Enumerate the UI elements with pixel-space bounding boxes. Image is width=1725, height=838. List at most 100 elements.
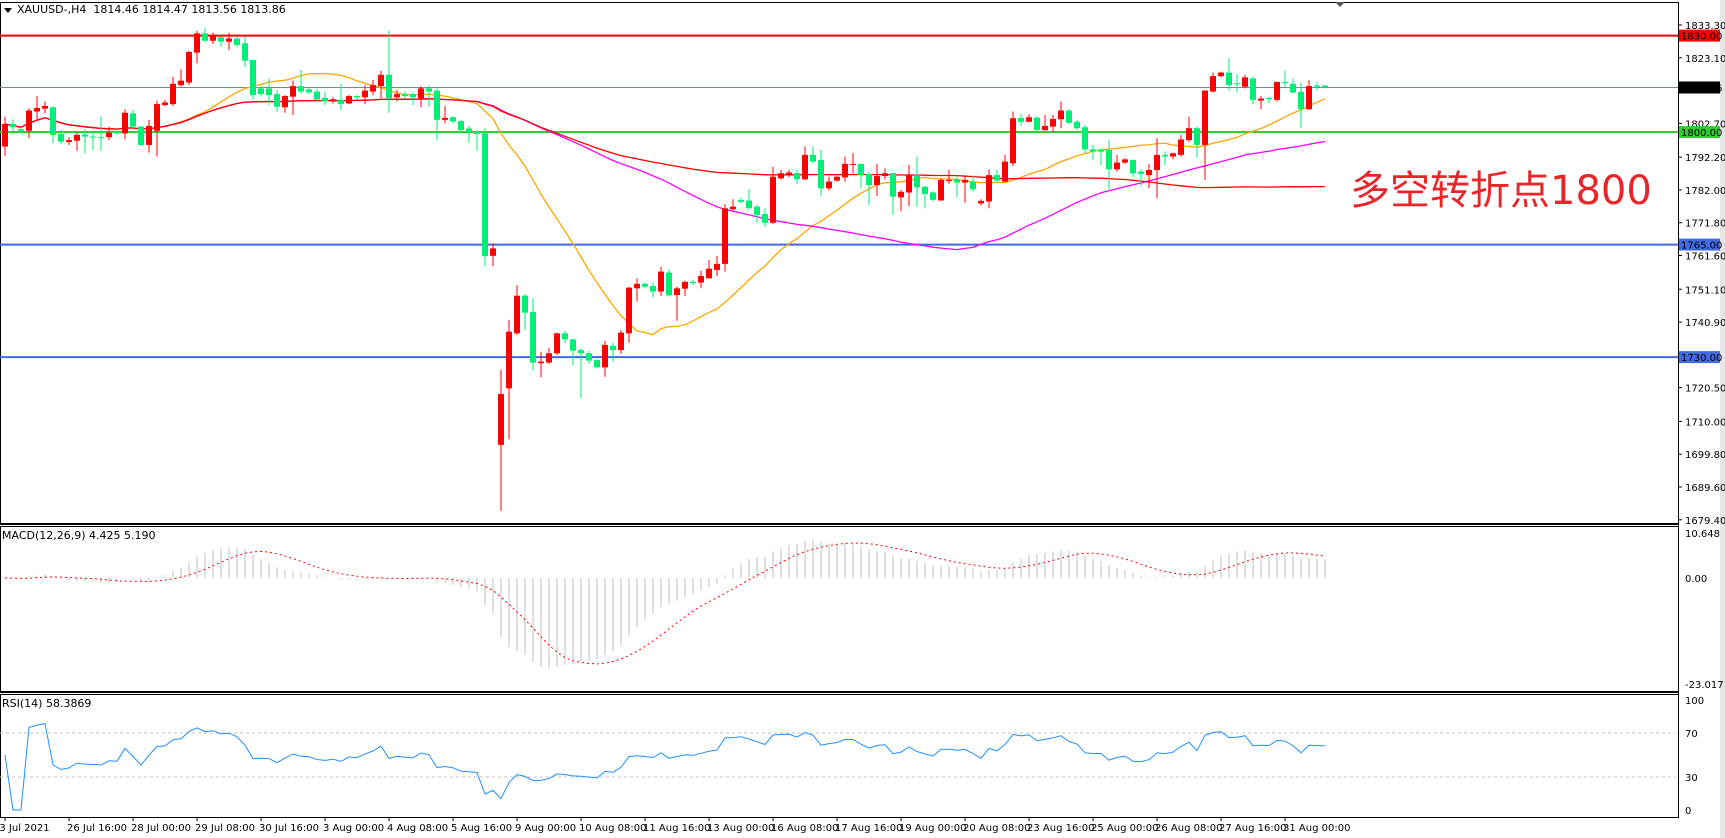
candle-down — [642, 283, 648, 287]
candle-down — [522, 295, 528, 313]
candle-up — [490, 248, 496, 256]
candle-down — [1090, 149, 1096, 152]
ma-slow-line — [4, 98, 1325, 189]
candle-down — [914, 175, 920, 188]
candle-up — [42, 106, 48, 109]
candle-down — [50, 107, 56, 135]
candle-up — [1258, 98, 1264, 101]
candle-down — [322, 97, 328, 102]
candle-up — [362, 90, 368, 98]
candle-up — [906, 175, 912, 193]
candle-up — [210, 35, 216, 41]
macd-tick-label: 0.00 — [1685, 574, 1707, 585]
candle-down — [690, 281, 696, 284]
candle-up — [626, 287, 632, 334]
candle-down — [1098, 150, 1104, 152]
candle-up — [1114, 162, 1120, 170]
candle-down — [890, 173, 896, 197]
time-tick-label: 26 Jul 16:00 — [67, 823, 127, 834]
time-tick-label: 26 Aug 08:00 — [1155, 823, 1222, 834]
candle-up — [498, 394, 504, 445]
candle-up — [1274, 81, 1280, 100]
time-tick-label: 28 Jul 00:00 — [131, 823, 191, 834]
candle-down — [1074, 121, 1080, 129]
candle-down — [818, 160, 824, 189]
candle-up — [546, 353, 552, 363]
candle-up — [778, 173, 784, 179]
time-tick-label: 13 Aug 00:00 — [707, 823, 774, 834]
time-tick-label: 29 Jul 08:00 — [195, 823, 255, 834]
candle-down — [482, 133, 488, 257]
candle-down — [570, 339, 576, 351]
candle-down — [562, 333, 568, 340]
candle-down — [666, 272, 672, 296]
candle-down — [242, 43, 248, 61]
candle-up — [962, 179, 968, 183]
time-tick-label: 4 Aug 08:00 — [387, 823, 448, 834]
candle-down — [386, 74, 392, 99]
bid-label: 1813.86 — [1681, 83, 1722, 94]
candle-down — [1250, 78, 1256, 100]
candle-down — [810, 154, 816, 162]
candle-down — [114, 131, 120, 134]
chart-shift-marker-icon — [1335, 2, 1345, 7]
candle-down — [610, 345, 616, 351]
candle-down — [586, 353, 592, 361]
dropdown-triangle-icon[interactable] — [4, 7, 12, 13]
candle-up — [290, 86, 296, 97]
candle-up — [882, 173, 888, 177]
candle-down — [314, 91, 320, 100]
candle-down — [866, 173, 872, 186]
level-label: 1765.00 — [1681, 241, 1722, 252]
price-tick-label: 1710.00 — [1685, 417, 1725, 428]
candle-down — [58, 133, 64, 142]
candle-down — [1314, 85, 1320, 87]
candle-down — [1226, 72, 1232, 86]
candle-down — [578, 350, 584, 354]
rsi-label: RSI(14) 58.3869 — [2, 697, 92, 710]
candle-up — [826, 181, 832, 189]
candle-up — [2, 124, 8, 147]
candle-up — [842, 163, 848, 178]
pane-frame-2 — [0, 694, 1679, 818]
candle-up — [1242, 77, 1248, 87]
candle-up — [122, 112, 128, 134]
candle-down — [258, 88, 264, 95]
candle-up — [178, 80, 184, 86]
candle-up — [1042, 125, 1048, 131]
level-label: 1800.00 — [1681, 128, 1722, 139]
candle-down — [954, 179, 960, 183]
candle-down — [530, 312, 536, 363]
candle-down — [10, 124, 16, 128]
candle-up — [74, 134, 80, 141]
candle-down — [970, 181, 976, 190]
price-tick-label: 1782.00 — [1685, 186, 1725, 197]
candle-up — [26, 110, 32, 131]
candle-down — [202, 33, 208, 41]
candle-down — [858, 163, 864, 176]
candle-up — [674, 288, 680, 296]
rsi-tick-label: 0 — [1685, 806, 1691, 817]
time-tick-label: 11 Aug 16:00 — [643, 823, 710, 834]
candle-up — [1154, 154, 1160, 170]
candle-down — [1162, 154, 1168, 157]
scrollbar[interactable] — [1720, 0, 1725, 838]
candle-up — [658, 271, 664, 292]
candle-up — [378, 74, 384, 87]
candle-up — [106, 132, 112, 138]
candle-up — [1202, 90, 1208, 145]
candle-up — [602, 344, 608, 368]
price-tick-label: 1699.80 — [1685, 450, 1725, 461]
candle-up — [1002, 161, 1008, 182]
candle-up — [170, 83, 176, 105]
price-tick-label: 1689.60 — [1685, 483, 1725, 494]
candle-down — [338, 99, 344, 105]
level-label: 1730.00 — [1681, 353, 1722, 364]
candle-up — [802, 154, 808, 180]
candle-down — [450, 117, 456, 122]
symbol-label: XAUUSD-,H4 — [17, 3, 87, 16]
rsi-tick-label: 70 — [1685, 729, 1698, 740]
level-label-bg — [1679, 126, 1720, 139]
candle-down — [1066, 110, 1072, 123]
